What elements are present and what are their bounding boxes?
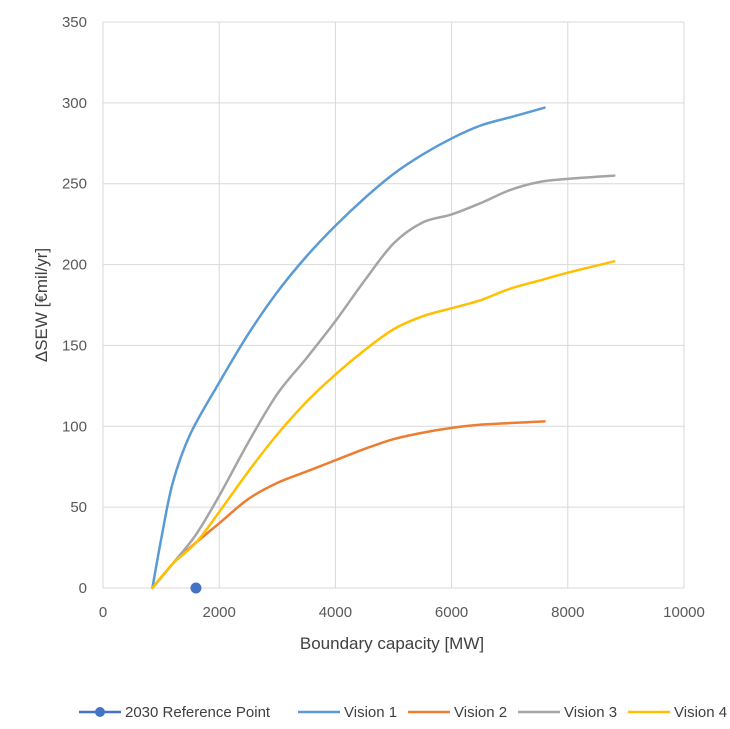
series-line-vision-2 bbox=[151, 420, 546, 590]
legend-label: Vision 1 bbox=[344, 704, 397, 721]
y-tick-label: 0 bbox=[79, 580, 87, 597]
series-line-vision-3 bbox=[151, 174, 616, 590]
legend-label: Vision 2 bbox=[454, 704, 507, 721]
legend-label: Vision 3 bbox=[564, 704, 617, 721]
y-tick-label: 150 bbox=[62, 337, 87, 354]
legend-label: Vision 4 bbox=[674, 704, 727, 721]
series-line-vision-1 bbox=[151, 106, 546, 590]
legend-item-vision-2: Vision 2 bbox=[408, 704, 507, 721]
y-tick-label: 50 bbox=[70, 499, 87, 516]
y-tick-label: 250 bbox=[62, 176, 87, 193]
legend-label: 2030 Reference Point bbox=[125, 704, 271, 721]
legend-item-2030-reference-point: 2030 Reference Point bbox=[79, 704, 271, 721]
axes bbox=[102, 22, 684, 589]
x-tick-label: 4000 bbox=[319, 604, 352, 621]
series-point-2030-reference-point bbox=[190, 582, 202, 594]
x-tick-label: 10000 bbox=[663, 604, 705, 621]
y-tick-label: 300 bbox=[62, 95, 87, 112]
x-tick-label: 0 bbox=[99, 604, 107, 621]
legend-item-vision-1: Vision 1 bbox=[298, 704, 397, 721]
x-axis-title: Boundary capacity [MW] bbox=[300, 634, 484, 653]
y-tick-label: 100 bbox=[62, 418, 87, 435]
tick-labels: 0 50 100 150 200 250 300 350 0 2000 4000 6000 8000 10… bbox=[62, 14, 705, 621]
x-tick-label: 6000 bbox=[435, 604, 468, 621]
y-tick-label: 200 bbox=[62, 257, 87, 274]
legend: 2030 Reference Point Vision 1 Vision 2 Visi… bbox=[79, 704, 727, 721]
legend-item-vision-4: Vision 4 bbox=[628, 704, 727, 721]
y-tick-label: 350 bbox=[62, 14, 87, 31]
legend-marker bbox=[95, 707, 105, 717]
series-layer bbox=[151, 106, 616, 594]
x-tick-label: 2000 bbox=[203, 604, 236, 621]
legend-item-vision-3: Vision 3 bbox=[518, 704, 617, 721]
series-line-vision-4 bbox=[151, 260, 616, 590]
x-tick-label: 8000 bbox=[551, 604, 584, 621]
plot-area: 0 50 100 150 200 250 300 350 0 2000 4000 6000 8000 10… bbox=[62, 14, 705, 621]
gridlines bbox=[103, 21, 685, 588]
y-axis-title: ΔSEW [€mil/yr] bbox=[32, 248, 51, 362]
